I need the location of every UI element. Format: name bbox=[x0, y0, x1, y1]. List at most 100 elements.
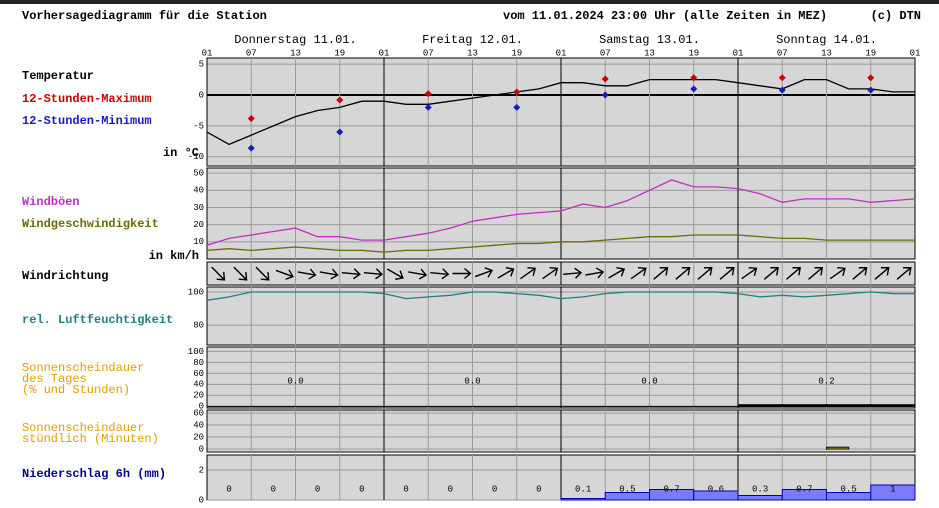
panel-title: Sonnenscheindauer bbox=[22, 421, 144, 435]
data-label: 0 bbox=[226, 484, 231, 494]
data-label: 0.0 bbox=[641, 376, 657, 386]
legend-label: Windböen bbox=[22, 195, 80, 209]
y-tick-label: 80 bbox=[193, 320, 204, 330]
extreme-marker bbox=[601, 91, 609, 99]
y-tick-label: 0 bbox=[199, 90, 204, 100]
x-tick-label: 01 bbox=[379, 48, 390, 58]
y-tick-label: 0 bbox=[199, 402, 204, 412]
data-label: 0.5 bbox=[841, 484, 857, 494]
wind-arrow bbox=[430, 268, 450, 280]
wind-arrow bbox=[719, 267, 735, 280]
data-label: 0 bbox=[403, 484, 408, 494]
y-tick-label: -5 bbox=[193, 121, 204, 131]
extreme-marker bbox=[336, 128, 344, 136]
x-tick-label: 13 bbox=[821, 48, 832, 58]
y-axis-label: in km/h bbox=[149, 249, 199, 263]
extreme-marker bbox=[513, 88, 521, 96]
extreme-marker bbox=[601, 75, 609, 83]
wind-arrow bbox=[785, 267, 802, 280]
wind-arrow bbox=[874, 267, 890, 280]
wind-arrow bbox=[563, 267, 583, 279]
y-tick-label: 40 bbox=[193, 380, 204, 390]
data-label: 0.0 bbox=[287, 376, 303, 386]
x-tick-label: 01 bbox=[556, 48, 567, 58]
y-tick-label: 0 bbox=[199, 444, 204, 454]
y-tick-label: 50 bbox=[193, 169, 204, 179]
data-label: 0.6 bbox=[708, 484, 724, 494]
y-tick-label: 40 bbox=[193, 186, 204, 196]
data-label: 0 bbox=[359, 484, 364, 494]
panel-title: Temperatur bbox=[22, 69, 94, 83]
data-label: 0 bbox=[492, 484, 497, 494]
y-tick-label: 20 bbox=[193, 391, 204, 401]
wind-arrow bbox=[741, 266, 758, 280]
x-tick-label: 07 bbox=[600, 48, 611, 58]
x-tick-label: 13 bbox=[644, 48, 655, 58]
data-label: 0 bbox=[536, 484, 541, 494]
wind-arrow bbox=[275, 269, 294, 280]
extreme-marker bbox=[336, 96, 344, 104]
x-tick-label: 13 bbox=[467, 48, 478, 58]
x-tick-label: 01 bbox=[202, 48, 213, 58]
day-label: Donnerstag 11.01. bbox=[234, 33, 356, 47]
data-label: 0.2 bbox=[818, 376, 834, 386]
wind-arrow bbox=[675, 267, 691, 280]
bar bbox=[826, 446, 850, 450]
page-title: Vorhersagediagramm für die Station bbox=[22, 9, 267, 23]
wind-arrow bbox=[829, 266, 846, 280]
extreme-marker bbox=[690, 74, 698, 82]
wind-arrow bbox=[363, 268, 383, 280]
wind-arrow bbox=[808, 267, 824, 280]
legend-label: 12-Stunden-Minimum bbox=[22, 114, 152, 128]
x-tick-label: 19 bbox=[688, 48, 699, 58]
y-tick-label: 2 bbox=[199, 465, 204, 475]
series-line bbox=[206, 78, 915, 146]
wind-arrow bbox=[608, 266, 626, 279]
x-tick-label: 07 bbox=[777, 48, 788, 58]
extreme-marker bbox=[867, 86, 875, 94]
panel-title: (% und Stunden) bbox=[22, 383, 130, 397]
extreme-marker bbox=[867, 74, 875, 82]
wind-arrow bbox=[297, 268, 317, 280]
legend-label: Windgeschwindigkeit bbox=[22, 217, 159, 231]
wind-arrow bbox=[697, 267, 713, 280]
day-label: Samstag 13.01. bbox=[599, 33, 700, 47]
y-tick-label: 10 bbox=[193, 237, 204, 247]
panel-title: stündlich (Minuten) bbox=[22, 432, 159, 446]
y-tick-label: 5 bbox=[199, 60, 204, 70]
data-label: 0 bbox=[448, 484, 453, 494]
series-line bbox=[206, 234, 915, 253]
data-label: 0.7 bbox=[796, 484, 812, 494]
y-tick-label: 100 bbox=[188, 287, 204, 297]
wind-arrow bbox=[542, 266, 559, 280]
y-tick-label: -10 bbox=[188, 152, 204, 162]
wind-arrow bbox=[585, 267, 605, 279]
wind-arrow bbox=[408, 268, 428, 280]
panel-title: rel. Luftfeuchtigkeit bbox=[22, 313, 173, 327]
y-tick-label: 20 bbox=[193, 220, 204, 230]
y-tick-label: 100 bbox=[188, 347, 204, 357]
data-label: 0.5 bbox=[619, 484, 635, 494]
wind-arrow bbox=[630, 266, 647, 280]
bar bbox=[870, 484, 916, 501]
wind-arrow bbox=[497, 266, 515, 279]
x-tick-label: 07 bbox=[246, 48, 257, 58]
day-label: Sonntag 14.01. bbox=[776, 33, 877, 47]
wind-arrow bbox=[319, 268, 339, 280]
panel-title: des Tages bbox=[22, 372, 87, 386]
y-tick-label: 0 bbox=[199, 495, 204, 505]
bar bbox=[737, 495, 783, 501]
extreme-marker bbox=[424, 103, 432, 111]
y-tick-label: 60 bbox=[193, 369, 204, 379]
wind-arrow bbox=[452, 267, 472, 280]
y-tick-label: 80 bbox=[193, 358, 204, 368]
wind-arrow bbox=[211, 266, 226, 281]
y-tick-label: 60 bbox=[193, 408, 204, 418]
extreme-marker bbox=[247, 144, 255, 152]
top-strip bbox=[0, 0, 939, 4]
wind-arrow bbox=[233, 266, 248, 281]
wind-arrow bbox=[653, 267, 669, 280]
data-label: 0.3 bbox=[752, 484, 768, 494]
extreme-marker bbox=[778, 74, 786, 82]
wind-arrow bbox=[763, 267, 779, 280]
